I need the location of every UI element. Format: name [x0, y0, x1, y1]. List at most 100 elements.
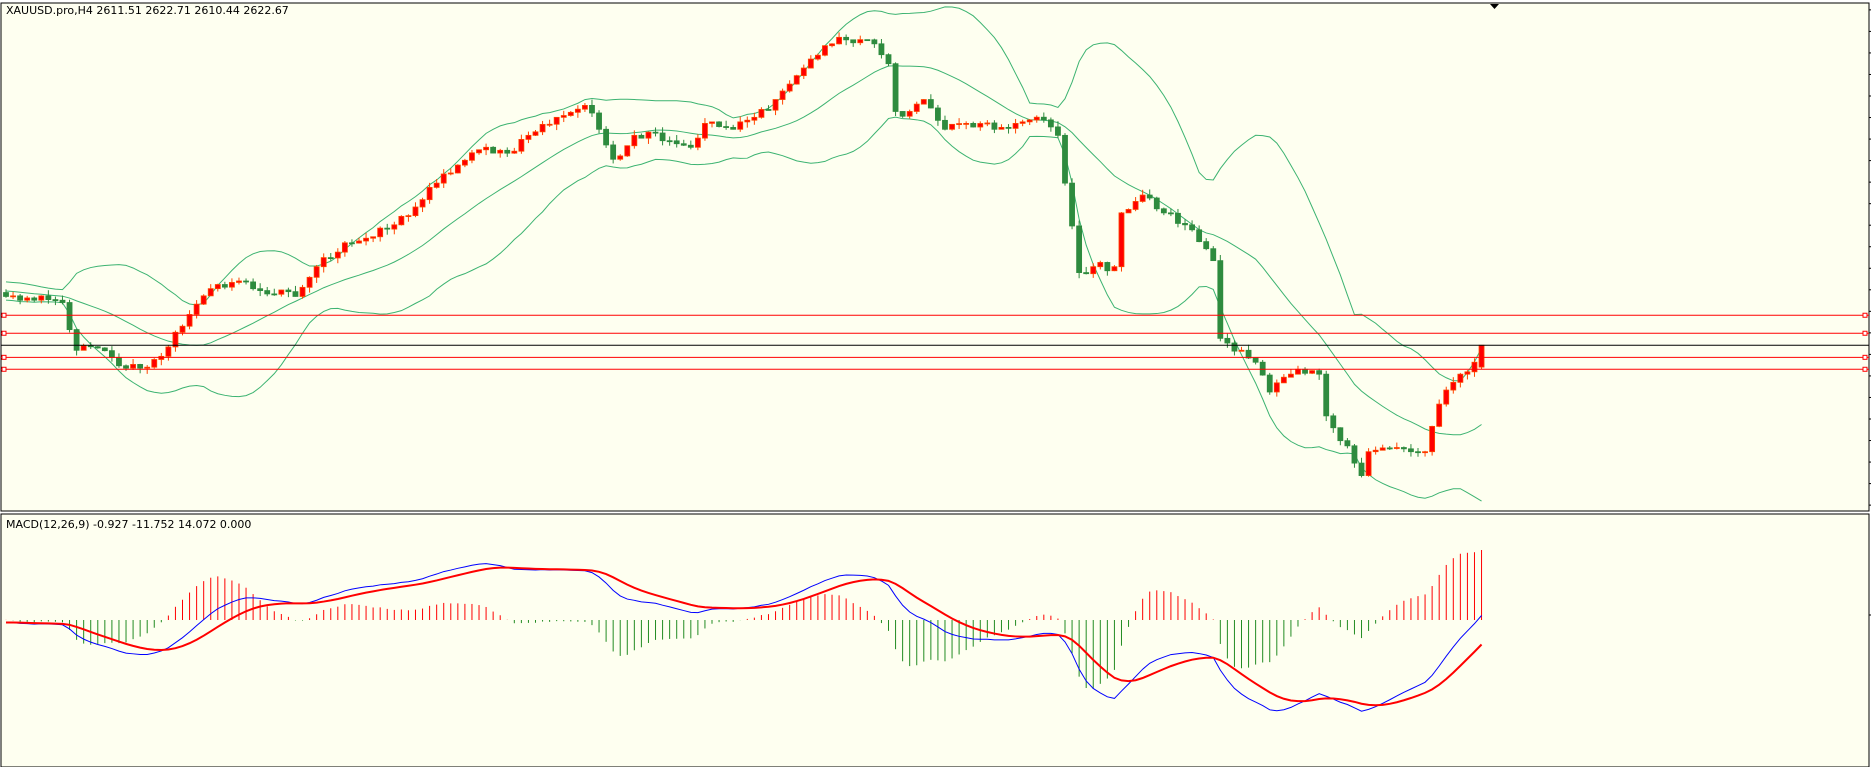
bull-candle [306, 276, 313, 293]
horizontal-lines[interactable] [1, 312, 1869, 372]
bear-candle [1358, 457, 1365, 478]
bear-candle [1316, 368, 1323, 380]
bear-candle [596, 110, 602, 134]
candle-body [426, 187, 433, 201]
bull-candle [320, 253, 327, 273]
bear-candle [1069, 178, 1075, 230]
candle-body [716, 121, 722, 127]
candle-body [1196, 229, 1203, 243]
candle-body [709, 121, 715, 124]
bull-candle [1372, 446, 1379, 455]
bull-candle [744, 116, 751, 128]
bear-candle [137, 363, 144, 374]
bear-candle [1330, 413, 1337, 433]
bull-candle [377, 226, 384, 242]
bear-candle [680, 139, 687, 147]
candle-body [885, 54, 892, 65]
bear-candle [942, 115, 948, 131]
candle-body [737, 121, 744, 130]
bear-candle [1415, 447, 1421, 457]
bull-candle [412, 202, 419, 218]
candle-body [1273, 382, 1280, 393]
candle-body [447, 172, 454, 175]
bear-candle [45, 290, 52, 304]
bull-candle [1464, 370, 1471, 380]
candle-body [377, 227, 384, 238]
bull-candle [582, 103, 588, 112]
candle-body [949, 123, 955, 130]
line-handle-left [1, 330, 7, 336]
candle-body [250, 281, 257, 290]
candle-body [1443, 389, 1450, 405]
candle-body [405, 215, 412, 218]
candle-body [560, 115, 567, 118]
candle-body [497, 149, 504, 154]
candle-body [1118, 212, 1125, 268]
bear-candle [1104, 261, 1111, 276]
bull-candle [1365, 448, 1372, 477]
bear-candle [1160, 207, 1167, 216]
candle-body [469, 152, 475, 161]
bear-candle [1351, 444, 1358, 468]
candle-body [179, 325, 186, 333]
candle-body [1358, 462, 1365, 476]
candle-body [1288, 373, 1294, 378]
candle-body [1280, 376, 1287, 384]
candle-body [1372, 449, 1379, 453]
bear-candle [1203, 238, 1210, 251]
bull-candle [391, 221, 398, 235]
candle-body [998, 126, 1005, 130]
bull-candle [313, 264, 320, 283]
main-panel[interactable] [0, 2, 1870, 512]
candle-body [857, 39, 864, 44]
bull-candle [165, 345, 172, 361]
candle-body [59, 299, 66, 303]
candle-body [680, 143, 687, 146]
bb-upper [5, 6, 1482, 382]
bull-candle [1280, 374, 1287, 384]
bear-candle [638, 133, 645, 139]
candle-body [433, 182, 440, 188]
bear-candle [94, 346, 101, 349]
candle-body [871, 39, 878, 45]
bear-candle [687, 140, 694, 150]
macd-panel[interactable] [0, 513, 1870, 767]
candle-body [1415, 451, 1421, 454]
candle-body [1090, 266, 1097, 275]
bull-candle [370, 236, 377, 243]
candle-body [1252, 357, 1259, 363]
bull-candle [984, 120, 991, 127]
bear-candle [52, 296, 59, 306]
candle-body [1175, 212, 1181, 224]
bear-candle [878, 38, 885, 59]
bear-candle [970, 121, 977, 128]
bear-candle [292, 285, 299, 297]
bull-candle [334, 248, 341, 264]
candle-body [3, 292, 9, 297]
bull-candle [525, 131, 532, 144]
bear-candle [652, 127, 659, 137]
candle-body [285, 289, 292, 293]
candle-body [1344, 440, 1351, 447]
bear-candle [1076, 220, 1083, 279]
bull-candle [130, 359, 136, 370]
candle-body [341, 242, 348, 253]
candle-body [109, 350, 115, 358]
bear-candle [1217, 254, 1224, 342]
candle-body [349, 242, 355, 245]
chart-shift-marker-icon[interactable] [1490, 4, 1499, 9]
bull-candle [299, 284, 306, 299]
candle-body [553, 116, 560, 125]
candle-body [1351, 445, 1358, 464]
candle-body [624, 145, 631, 157]
candle-body [1083, 272, 1090, 275]
bull-candle [38, 295, 45, 304]
bull-candle [553, 116, 560, 131]
candle-body [1386, 447, 1393, 450]
bull-candle [815, 53, 821, 61]
candle-body [236, 280, 242, 283]
bull-candle [341, 241, 348, 257]
bull-candle [1019, 119, 1026, 127]
bull-candle [24, 295, 31, 303]
